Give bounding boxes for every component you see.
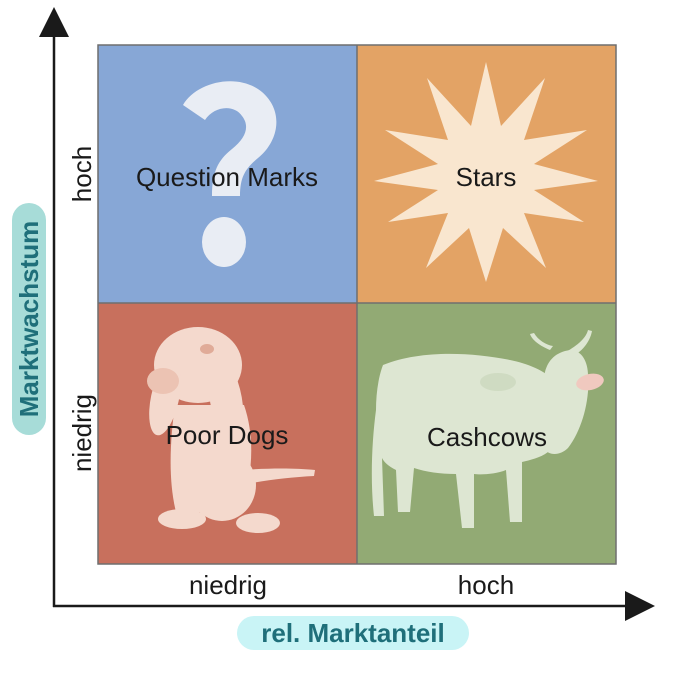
y-axis-label-low: niedrig <box>67 394 97 472</box>
x-axis-label-high: hoch <box>458 570 514 600</box>
quadrant-label-poor-dogs: Poor Dogs <box>166 420 289 450</box>
y-axis-label-high: hoch <box>67 146 97 202</box>
y-axis-title: Marktwachstum <box>14 221 44 418</box>
cow-icon <box>371 330 604 528</box>
dog-icon <box>147 327 315 533</box>
x-axis-title-pill <box>237 616 469 650</box>
x-axis-title: rel. Marktanteil <box>261 618 445 648</box>
star-burst-icon <box>374 62 598 282</box>
x-axis-label-low: niedrig <box>189 570 267 600</box>
question-mark-icon <box>183 81 277 267</box>
y-axis-title-pill <box>12 203 46 435</box>
quadrant-label-stars: Stars <box>456 162 517 192</box>
quadrant-label-cashcows: Cashcows <box>427 422 547 452</box>
matrix-grid <box>97 44 617 565</box>
quadrant-label-question-marks: Question Marks <box>136 162 318 192</box>
